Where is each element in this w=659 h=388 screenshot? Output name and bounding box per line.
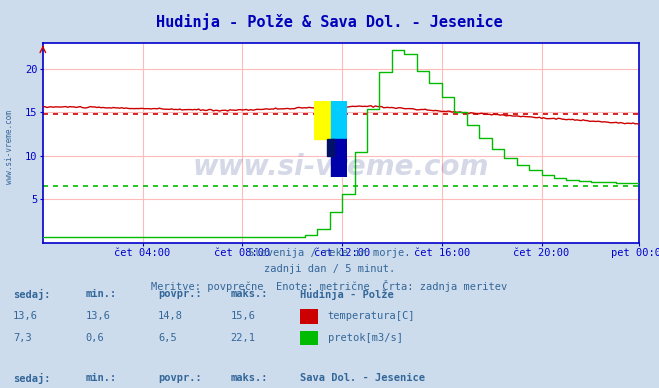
- Text: pretok[m3/s]: pretok[m3/s]: [328, 333, 403, 343]
- Text: 6,5: 6,5: [158, 333, 177, 343]
- Text: www.si-vreme.com: www.si-vreme.com: [5, 111, 14, 184]
- Text: 15,6: 15,6: [231, 311, 256, 321]
- Text: maks.:: maks.:: [231, 289, 268, 299]
- Text: povpr.:: povpr.:: [158, 373, 202, 383]
- Text: 7,3: 7,3: [13, 333, 32, 343]
- Text: zadnji dan / 5 minut.: zadnji dan / 5 minut.: [264, 264, 395, 274]
- Text: 14,8: 14,8: [158, 311, 183, 321]
- Text: min.:: min.:: [86, 373, 117, 383]
- Text: min.:: min.:: [86, 289, 117, 299]
- Text: www.si-vreme.com: www.si-vreme.com: [193, 152, 489, 180]
- Text: Hudinja - Polže: Hudinja - Polže: [300, 289, 393, 300]
- Text: 13,6: 13,6: [13, 311, 38, 321]
- Text: 13,6: 13,6: [86, 311, 111, 321]
- Text: temperatura[C]: temperatura[C]: [328, 311, 415, 321]
- Text: Slovenija / reke in morje.: Slovenija / reke in morje.: [248, 248, 411, 258]
- Text: maks.:: maks.:: [231, 373, 268, 383]
- Text: sedaj:: sedaj:: [13, 373, 51, 384]
- Text: Meritve: povprečne  Enote: metrične  Črta: zadnja meritev: Meritve: povprečne Enote: metrične Črta:…: [152, 280, 507, 292]
- Text: povpr.:: povpr.:: [158, 289, 202, 299]
- Text: sedaj:: sedaj:: [13, 289, 51, 300]
- Text: Sava Dol. - Jesenice: Sava Dol. - Jesenice: [300, 373, 425, 383]
- Text: 22,1: 22,1: [231, 333, 256, 343]
- Text: 0,6: 0,6: [86, 333, 104, 343]
- Text: Hudinja - Polže & Sava Dol. - Jesenice: Hudinja - Polže & Sava Dol. - Jesenice: [156, 14, 503, 30]
